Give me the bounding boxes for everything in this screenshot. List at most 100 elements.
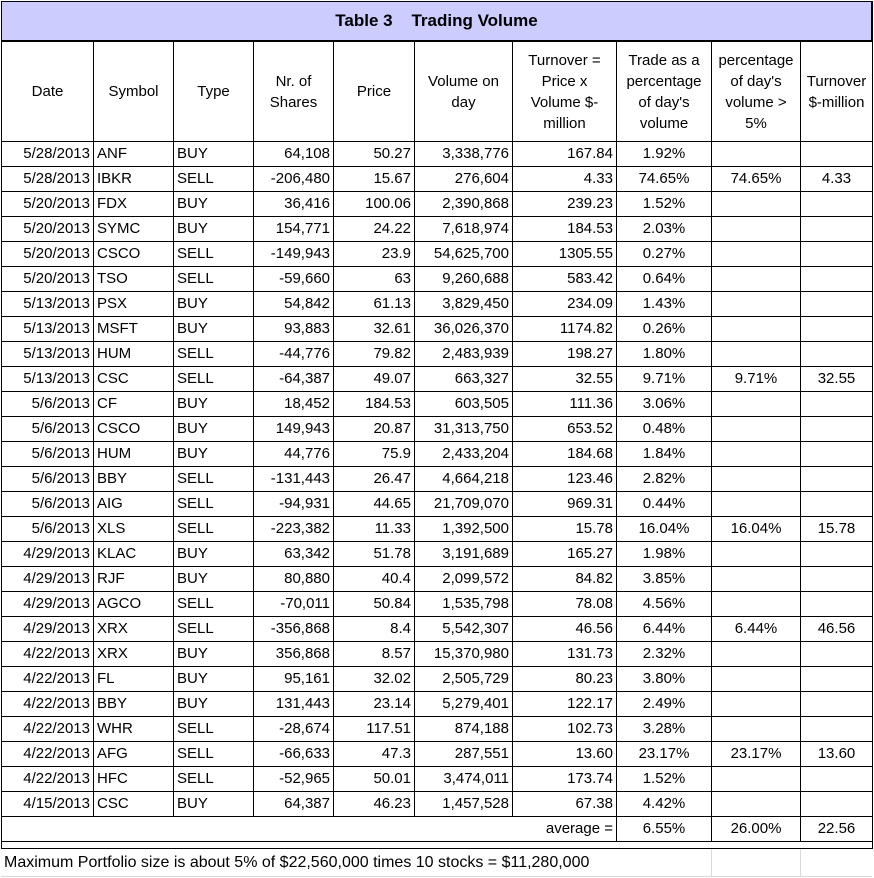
cell-col-trade-pct: 1.52% [616,766,712,792]
cell-col-volume: 5,542,307 [414,616,513,642]
footer-note: Maximum Portfolio size is about 5% of $2… [1,849,872,877]
cell-col-turnover-millions [800,241,873,267]
table-row: 5/20/2013 SYMC BUY 154,771 24.22 7,618,974 184… [1,216,873,242]
cell-col-pct-over-5 [711,316,801,342]
cell-col-price: 32.61 [333,316,415,342]
cell-col-price: 117.51 [333,716,415,742]
cell-col-volume: 54,625,700 [414,241,513,267]
cell-col-shares: 18,452 [253,391,334,417]
table-row: 4/22/2013 WHR SELL -28,674 117.51 874,188 102.… [1,716,873,742]
cell-col-symbol: BBY [93,691,174,717]
cell-col-pct-over-5: 16.04% [711,516,801,542]
cell-col-type: SELL [173,241,254,267]
table-header: Date Symbol Type Nr. of Shares Price Volume o… [1,41,873,142]
cell-col-volume: 2,505,729 [414,666,513,692]
cell-col-volume: 15,370,980 [414,641,513,667]
table-row: 4/29/2013 AGCO SELL -70,011 50.84 1,535,798 78… [1,591,873,617]
cell-col-symbol: XRX [93,641,174,667]
cell-col-date: 5/6/2013 [1,416,94,442]
cell-col-shares: 64,108 [253,141,334,167]
cell-col-turnover-millions [800,341,873,367]
cell-col-turnover: 102.73 [512,716,617,742]
cell-col-shares: -94,931 [253,491,334,517]
cell-col-pct-over-5 [711,666,801,692]
cell-col-date: 5/20/2013 [1,191,94,217]
cell-col-date: 5/28/2013 [1,141,94,167]
cell-col-pct-over-5 [711,441,801,467]
cell-col-shares: -149,943 [253,241,334,267]
cell-col-turnover-millions: 46.56 [800,616,873,642]
cell-col-shares: 36,416 [253,191,334,217]
cell-col-trade-pct: 1.98% [616,541,712,567]
table-row: 5/6/2013 BBY SELL -131,443 26.47 4,664,218 123… [1,466,873,492]
trading-volume-table: Date Symbol Type Nr. of Shares Price Volume o… [1,41,873,842]
cell-col-date: 5/20/2013 [1,216,94,242]
cell-col-price: 32.02 [333,666,415,692]
cell-col-volume: 9,260,688 [414,266,513,292]
cell-col-symbol: HUM [93,441,174,467]
cell-col-pct-over-5 [711,541,801,567]
cell-col-price: 50.01 [333,766,415,792]
table-row: 4/22/2013 FL BUY 95,161 32.02 2,505,729 80.23 3… [1,666,873,692]
cell-col-type: BUY [173,641,254,667]
footer-gridline [800,849,801,877]
cell-col-shares: 63,342 [253,541,334,567]
cell-col-shares: -64,387 [253,366,334,392]
cell-col-type: BUY [173,216,254,242]
cell-col-turnover: 13.60 [512,741,617,767]
cell-col-turnover: 1305.55 [512,241,617,267]
cell-col-type: BUY [173,416,254,442]
cell-col-trade-pct: 2.49% [616,691,712,717]
cell-col-date: 5/6/2013 [1,516,94,542]
header-col-price: Price [333,41,415,142]
cell-col-pct-over-5 [711,341,801,367]
cell-col-turnover-millions [800,591,873,617]
cell-col-type: SELL [173,341,254,367]
cell-col-turnover-millions [800,141,873,167]
table-row: 4/15/2013 CSC BUY 64,387 46.23 1,457,528 67.38… [1,791,873,817]
cell-col-symbol: FDX [93,191,174,217]
cell-col-price: 46.23 [333,791,415,817]
cell-col-type: BUY [173,566,254,592]
cell-col-trade-pct: 1.80% [616,341,712,367]
cell-col-turnover-millions [800,416,873,442]
cell-col-shares: 149,943 [253,416,334,442]
cell-col-price: 8.57 [333,641,415,667]
cell-col-price: 100.06 [333,191,415,217]
table-row: 5/6/2013 XLS SELL -223,382 11.33 1,392,500 15.… [1,516,873,542]
cell-col-trade-pct: 3.80% [616,666,712,692]
cell-col-shares: 95,161 [253,666,334,692]
cell-col-price: 63 [333,266,415,292]
cell-col-turnover: 165.27 [512,541,617,567]
cell-col-turnover: 84.82 [512,566,617,592]
table-row: 5/20/2013 FDX BUY 36,416 100.06 2,390,868 239.… [1,191,873,217]
cell-col-volume: 276,604 [414,166,513,192]
cell-col-turnover: 46.56 [512,616,617,642]
table-row: 5/6/2013 CSCO BUY 149,943 20.87 31,313,750 653… [1,416,873,442]
cell-col-symbol: CSC [93,791,174,817]
cell-col-type: SELL [173,741,254,767]
cell-col-volume: 2,390,868 [414,191,513,217]
cell-col-volume: 3,191,689 [414,541,513,567]
cell-col-date: 5/13/2013 [1,291,94,317]
cell-col-turnover: 111.36 [512,391,617,417]
average-label: average = [1,816,617,842]
cell-col-volume: 603,505 [414,391,513,417]
cell-col-price: 79.82 [333,341,415,367]
cell-col-volume: 3,829,450 [414,291,513,317]
cell-col-pct-over-5: 9.71% [711,366,801,392]
cell-col-date: 4/29/2013 [1,616,94,642]
cell-col-date: 5/20/2013 [1,266,94,292]
cell-col-turnover: 969.31 [512,491,617,517]
cell-col-turnover-millions [800,641,873,667]
cell-col-pct-over-5: 6.44% [711,616,801,642]
cell-col-shares: 356,868 [253,641,334,667]
cell-col-price: 75.9 [333,441,415,467]
cell-col-date: 5/6/2013 [1,391,94,417]
cell-col-turnover: 4.33 [512,166,617,192]
cell-col-symbol: CSCO [93,241,174,267]
cell-col-type: BUY [173,691,254,717]
cell-col-shares: 131,443 [253,691,334,717]
table-row: 5/20/2013 CSCO SELL -149,943 23.9 54,625,700 1… [1,241,873,267]
table-row: 5/13/2013 MSFT BUY 93,883 32.61 36,026,370 117… [1,316,873,342]
